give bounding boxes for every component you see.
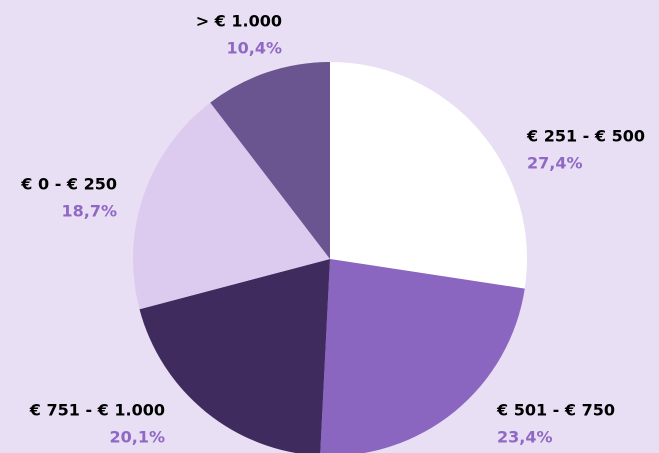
- pie-slice: [320, 259, 525, 453]
- slice-label: € 251 - € 500: [526, 127, 645, 146]
- slice-value-label: 23,4%: [497, 428, 553, 447]
- slice-label: € 501 - € 750: [496, 401, 615, 420]
- pie-slice: [133, 102, 330, 310]
- slice-label: € 0 - € 250: [20, 175, 117, 194]
- slice-value-label: 27,4%: [527, 154, 583, 173]
- slice-value-label: 10,4%: [226, 39, 282, 58]
- slice-label: € 751 - € 1.000: [29, 401, 165, 420]
- slice-value-label: 18,7%: [61, 202, 117, 221]
- pie-slice: [139, 259, 330, 453]
- pie-slice: [330, 62, 528, 289]
- pie-slice: [210, 62, 330, 259]
- slice-label: > € 1.000: [196, 12, 282, 31]
- slice-value-label: 20,1%: [109, 428, 165, 447]
